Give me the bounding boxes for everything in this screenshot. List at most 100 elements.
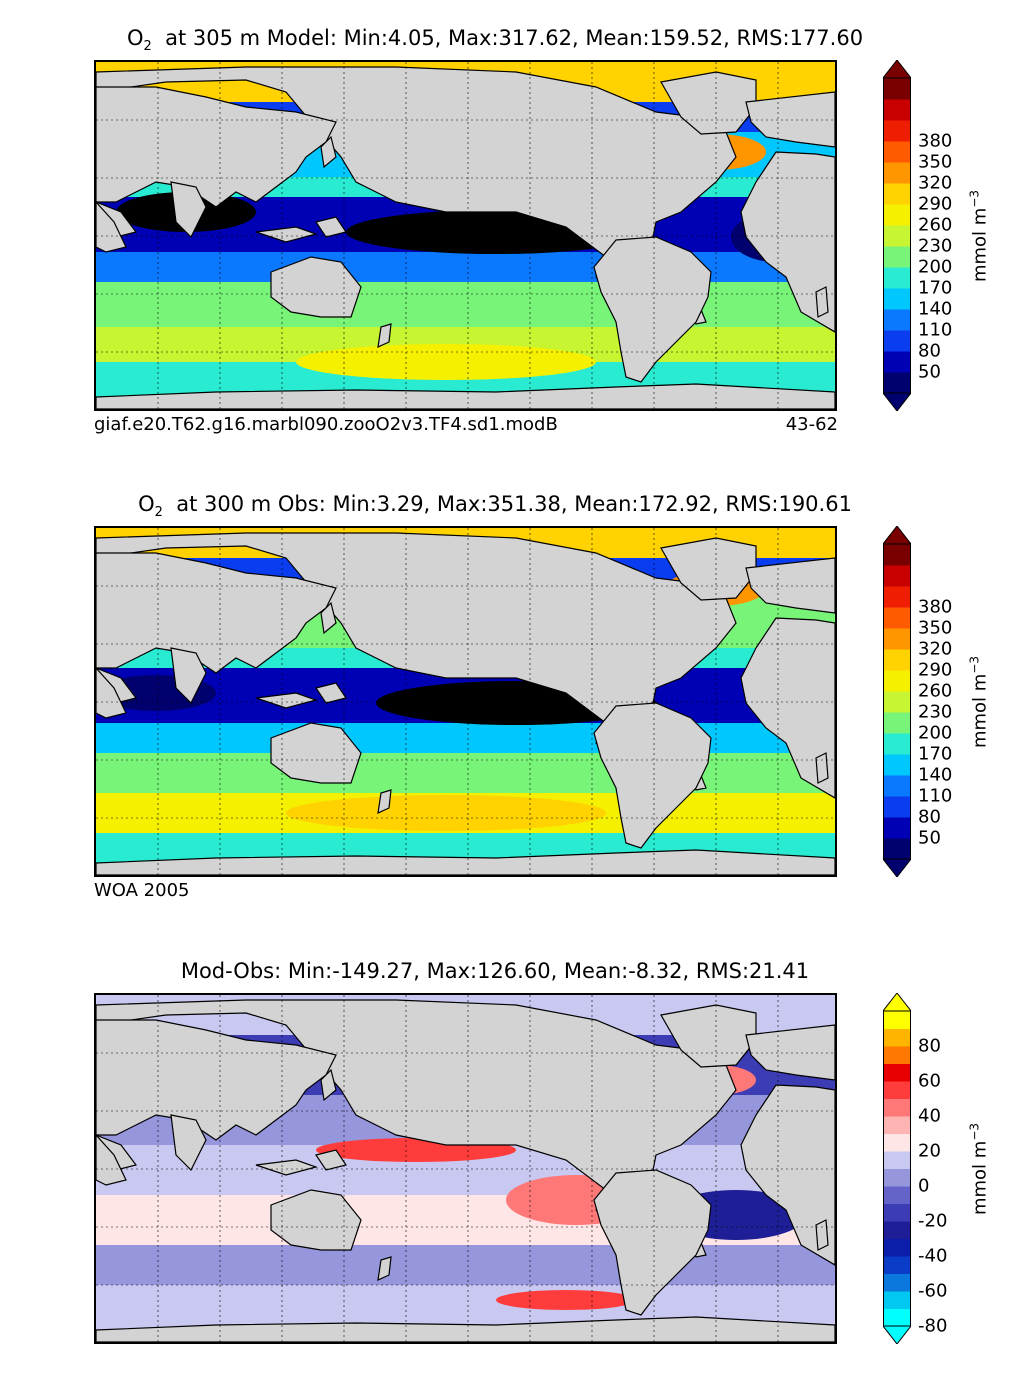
- land-mass: [170, 647, 207, 705]
- colorbar-tick-label: 50: [918, 361, 941, 383]
- land-mass: [96, 66, 737, 325]
- land-mass: [660, 1004, 757, 1068]
- colorbar-tick-label: 380: [918, 130, 953, 152]
- colorbar-segment: [883, 565, 911, 587]
- colorbar-segment: [883, 330, 911, 352]
- colorbar-label: mmol m−3: [967, 1122, 991, 1216]
- land-mass: [270, 1189, 362, 1251]
- colorbar-tick-label: -80: [918, 1315, 948, 1337]
- colorbar-segment: [883, 733, 911, 755]
- land-mass: [660, 537, 757, 601]
- land-mass: [96, 999, 737, 1258]
- colorbar-segment: [883, 99, 911, 121]
- colorbar-frame: [883, 1010, 911, 1327]
- field-band: [96, 282, 835, 327]
- land-mass: [320, 601, 337, 635]
- panel-title: Mod-Obs: Min:-149.27, Max:126.60, Mean:-…: [180, 959, 810, 983]
- colorbar-tick-label: 60: [918, 1070, 941, 1092]
- land-mass: [255, 226, 319, 243]
- panel-difference: Mod-Obs: Min:-149.27, Max:126.60, Mean:-…: [0, 933, 1021, 1391]
- panel-title: O2 at 300 m Obs: Min:3.29, Max:351.38, M…: [138, 492, 852, 521]
- land-mass: [96, 849, 835, 875]
- colorbar-frame: [883, 77, 911, 394]
- colorbar-extend-max: [883, 60, 911, 79]
- map-field: [96, 995, 835, 1342]
- colorbar-segment: [883, 586, 911, 608]
- colorbar-extend-min: [883, 392, 911, 411]
- colorbar-tick-label: 230: [918, 701, 953, 723]
- colorbar-segment: [883, 1081, 911, 1099]
- land-mass: [96, 532, 737, 791]
- colorbar-segment: [883, 372, 911, 394]
- colorbar-tick-label: 40: [918, 1105, 941, 1127]
- colorbar-segment: [883, 1221, 911, 1239]
- colorbar-tick-label: 290: [918, 659, 953, 681]
- colorbar-tick-label: 80: [918, 340, 941, 362]
- colorbar-extend-min: [883, 1325, 911, 1344]
- colorbar-segment: [883, 1028, 911, 1047]
- colorbar-segment: [883, 607, 911, 629]
- colorbar-frame: [883, 543, 911, 860]
- land-mass: [96, 201, 127, 253]
- run-name-label: giaf.e20.T62.g16.marbl090.zooO2v3.TF4.sd…: [94, 414, 558, 435]
- colorbar-tick-label: -60: [918, 1280, 948, 1302]
- colorbar-segment: [883, 649, 911, 671]
- colorbar-extend-max: [883, 526, 911, 545]
- colorbar-segment: [883, 1046, 911, 1064]
- colorbar: [883, 526, 911, 877]
- land-mass: [815, 752, 829, 784]
- colorbar-tick-label: 260: [918, 214, 953, 236]
- colorbar-tick-label: 80: [918, 1035, 941, 1057]
- land-mass: [320, 135, 337, 169]
- colorbar-segment: [883, 1308, 911, 1327]
- colorbar-tick-label: 320: [918, 638, 953, 660]
- field-feature: [296, 344, 596, 380]
- field-feature: [496, 1290, 636, 1310]
- colorbar-tick-label: 110: [918, 319, 953, 341]
- colorbar-segment: [883, 670, 911, 692]
- colorbar-segment: [883, 1256, 911, 1274]
- colorbar-segment: [883, 141, 911, 163]
- colorbar-label: mmol m−3: [967, 189, 991, 283]
- panel-title: O2 at 305 m Model: Min:4.05, Max:317.62,…: [126, 26, 864, 55]
- colorbar-segment: [883, 754, 911, 776]
- colorbar-segment: [883, 1063, 911, 1082]
- colorbar-segment: [883, 246, 911, 268]
- land-mass: [315, 1149, 347, 1171]
- colorbar-tick-label: 290: [918, 193, 953, 215]
- colorbar-segment: [883, 288, 911, 310]
- colorbar-tick-label: 350: [918, 617, 953, 639]
- colorbar-extend-max: [883, 993, 911, 1012]
- colorbar-ticks: 50 80 110 140 170 200 230 260 290 320 350 380: [918, 60, 968, 411]
- colorbar-tick-label: 140: [918, 298, 953, 320]
- colorbar-segment: [883, 1011, 911, 1029]
- land-mass: [270, 256, 362, 318]
- field-feature: [286, 795, 606, 831]
- land-mass: [315, 216, 347, 238]
- land-mass: [96, 383, 835, 409]
- colorbar-extend-min: [883, 858, 911, 877]
- panel-model: O2 at 305 m Model: Min:4.05, Max:317.62,…: [0, 0, 1021, 458]
- dataset-label: WOA 2005: [94, 880, 190, 901]
- colorbar-segment: [883, 1133, 911, 1152]
- colorbar-segment: [883, 1168, 911, 1187]
- land-mass: [96, 86, 337, 208]
- land-mass: [745, 557, 835, 614]
- field-band: [96, 723, 835, 753]
- colorbar-tick-label: 200: [918, 722, 953, 744]
- colorbar: [883, 60, 911, 411]
- colorbar-segment: [883, 1151, 911, 1169]
- field-band: [96, 753, 835, 793]
- colorbar-segment: [883, 544, 911, 566]
- land-mass: [170, 1114, 207, 1172]
- colorbar-tick-label: 140: [918, 764, 953, 786]
- land-mass: [815, 1219, 829, 1251]
- land-mass: [815, 286, 829, 318]
- colorbar-segment: [883, 267, 911, 289]
- colorbar-tick-label: 320: [918, 172, 953, 194]
- colorbar-segment: [883, 1116, 911, 1134]
- colorbar-segment: [883, 1238, 911, 1257]
- colorbar-tick-label: 350: [918, 151, 953, 173]
- colorbar-tick-label: 230: [918, 235, 953, 257]
- colorbar-segment: [883, 1273, 911, 1292]
